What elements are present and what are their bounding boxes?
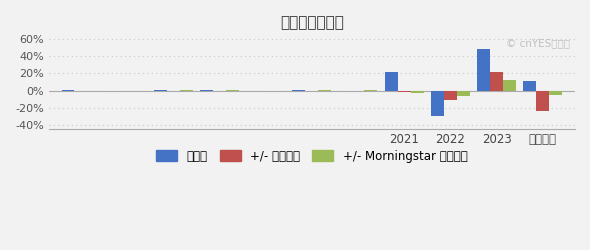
- Bar: [457, 90, 470, 96]
- Bar: [549, 90, 562, 95]
- Bar: [431, 90, 444, 116]
- Bar: [477, 49, 490, 90]
- Bar: [536, 90, 549, 111]
- Text: © cnYES鉅亨網: © cnYES鉅亨網: [506, 38, 570, 48]
- Bar: [385, 72, 398, 90]
- Legend: 總收益, +/- 基準指數, +/- Morningstar 基金組別: 總收益, +/- 基準指數, +/- Morningstar 基金組別: [152, 145, 472, 167]
- Bar: [352, 90, 365, 91]
- Bar: [503, 80, 516, 90]
- Bar: [398, 90, 411, 92]
- Bar: [411, 90, 424, 93]
- Bar: [523, 81, 536, 90]
- Bar: [444, 90, 457, 100]
- Title: 年度收益比較圖: 年度收益比較圖: [280, 15, 344, 30]
- Bar: [490, 72, 503, 90]
